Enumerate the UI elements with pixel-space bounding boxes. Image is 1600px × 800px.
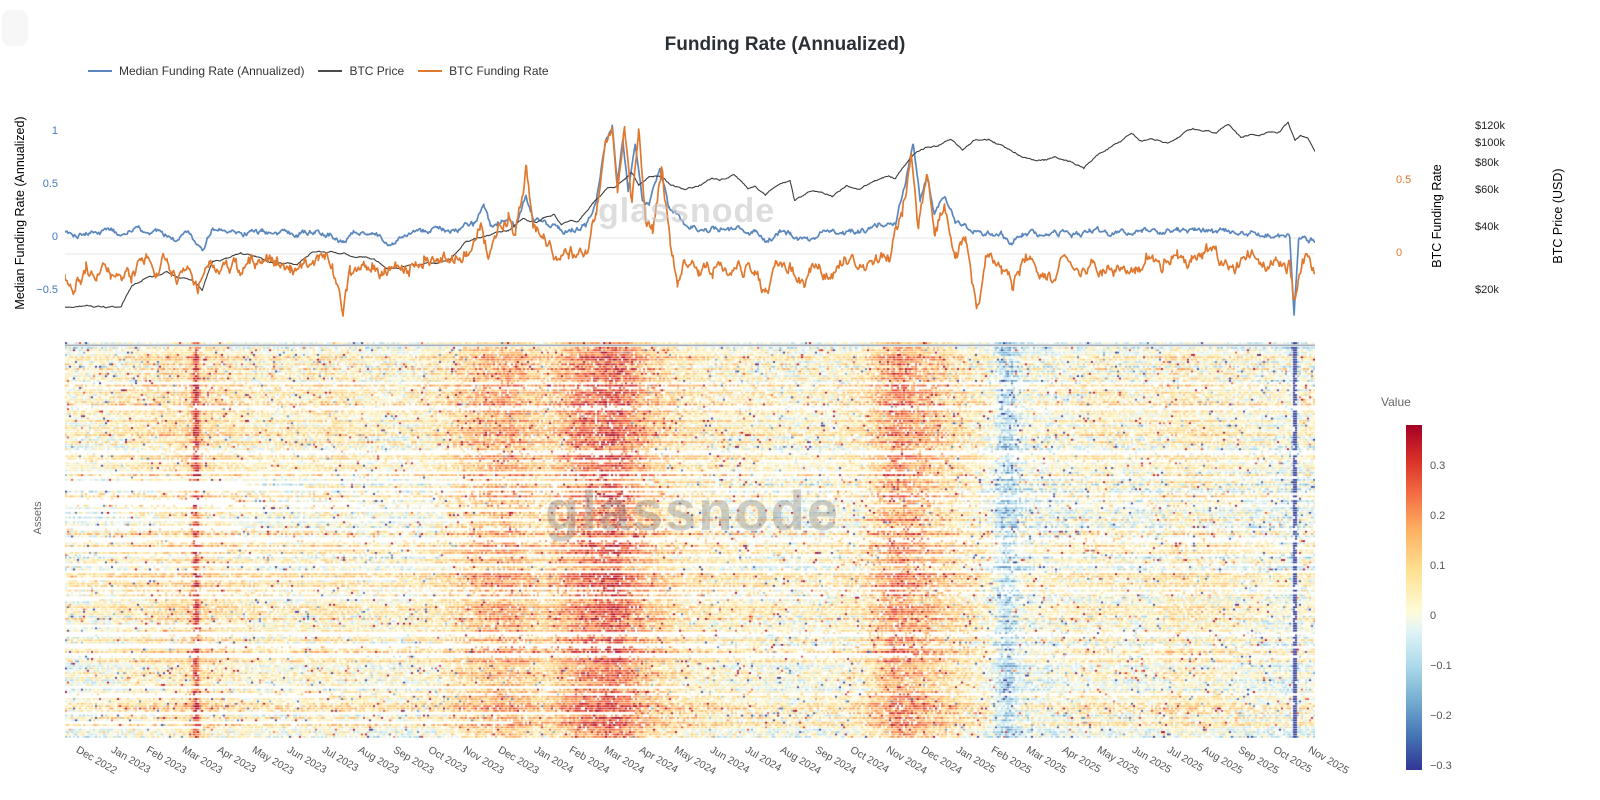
right-price-axis-title: BTC Price (USD) bbox=[1551, 168, 1565, 264]
legend-item-0[interactable]: Median Funding Rate (Annualized) bbox=[88, 64, 304, 78]
x-tick-label: Apr 2025 bbox=[1059, 744, 1103, 776]
colorbar-tick: 0.2 bbox=[1430, 510, 1446, 522]
chart-legend: Median Funding Rate (Annualized) BTC Pric… bbox=[88, 64, 549, 78]
series-median-funding-rate-annualized- bbox=[65, 124, 1315, 316]
colorbar-tick: 0 bbox=[1430, 610, 1437, 622]
colorbar-tick: 0.1 bbox=[1430, 560, 1446, 572]
price-axis-tick: $20k bbox=[1475, 283, 1499, 296]
legend-label: BTC Price bbox=[349, 64, 405, 78]
colorbar-tick: −0.2 bbox=[1430, 710, 1452, 722]
legend-item-2[interactable]: BTC Funding Rate bbox=[418, 64, 549, 78]
left-axis-title: Median Funding Rate (Annualized) bbox=[13, 116, 27, 310]
colorbar-title: Value bbox=[1381, 395, 1411, 409]
heatmap-y-axis-title: Assets bbox=[32, 501, 44, 535]
legend-item-1[interactable]: BTC Price bbox=[318, 64, 404, 78]
x-tick-label: Jul 2025 bbox=[1165, 744, 1206, 775]
legend-label: Median Funding Rate (Annualized) bbox=[119, 64, 305, 78]
left-axis-tick: 0.5 bbox=[42, 178, 58, 190]
price-axis-tick: $100k bbox=[1475, 137, 1505, 149]
legend-line-swatch bbox=[88, 70, 112, 72]
series-btc-funding-rate bbox=[65, 125, 1315, 317]
legend-label: BTC Funding Rate bbox=[449, 64, 549, 78]
glassnode-watermark: glassnode bbox=[598, 192, 776, 230]
price-axis-tick: $60k bbox=[1475, 183, 1499, 196]
price-axis-tick: $40k bbox=[1475, 220, 1499, 233]
x-tick-label: Jul 2023 bbox=[320, 744, 361, 775]
colorbar-tick: 0.3 bbox=[1430, 460, 1446, 472]
left-axis-tick: 0 bbox=[51, 231, 58, 243]
left-axis-tick: −0.5 bbox=[36, 284, 58, 296]
price-axis-tick: $80k bbox=[1475, 157, 1499, 170]
right-funding-axis-title: BTC Funding Rate bbox=[1430, 164, 1444, 268]
ui-artifact bbox=[2, 10, 28, 46]
colorbar-tick: −0.3 bbox=[1430, 760, 1452, 772]
assets-funding-heatmap[interactable] bbox=[65, 342, 1315, 738]
right-funding-axis-tick: 0 bbox=[1396, 247, 1403, 259]
colorbar-tick: −0.1 bbox=[1430, 660, 1452, 672]
page-title: Funding Rate (Annualized) bbox=[664, 34, 906, 55]
value-colorbar bbox=[1406, 425, 1422, 770]
legend-line-swatch bbox=[318, 70, 343, 72]
legend-line-swatch bbox=[418, 70, 443, 72]
price-axis-tick: $120k bbox=[1475, 120, 1505, 133]
funding-rate-line-chart[interactable] bbox=[65, 112, 1315, 318]
x-tick-label: Nov 2025 bbox=[1306, 744, 1351, 777]
left-axis-tick: 1 bbox=[51, 125, 58, 137]
right-funding-axis-tick: 0.5 bbox=[1396, 174, 1412, 186]
